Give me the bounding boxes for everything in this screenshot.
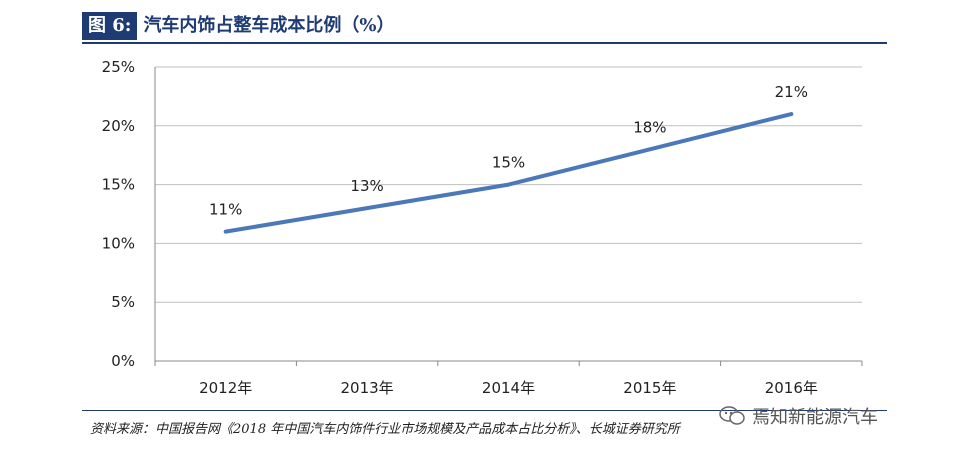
data-label: 18% <box>633 118 666 136</box>
x-tick-label: 2014年 <box>482 379 535 397</box>
data-label: 13% <box>350 177 383 195</box>
y-tick-label: 5% <box>111 293 135 311</box>
x-axis-ticks: 2012年 2013年 2014年 2015年 2016年 <box>199 379 818 397</box>
x-tick-label: 2013年 <box>341 379 394 397</box>
data-label: 15% <box>492 154 525 172</box>
data-labels: 11% 13% 15% 18% 21% <box>209 83 808 219</box>
bottom-rule <box>82 410 887 411</box>
figure-label: 图 6: <box>82 12 138 40</box>
y-tick-label: 10% <box>102 234 135 252</box>
y-axis-ticks: 0% 5% 10% 15% 20% 25% <box>102 58 135 370</box>
watermark: 焉知新能源汽车 <box>718 403 878 429</box>
x-tick-label: 2015年 <box>623 379 676 397</box>
y-tick-label: 20% <box>102 117 135 135</box>
source-note: 资料来源：中国报告网《2018 年中国汽车内饰件行业市场规模及产品成本占比分析》… <box>90 422 680 437</box>
figure-header: 图 6: 汽车内饰占整车成本比例（%） <box>82 12 395 40</box>
data-label: 21% <box>775 83 808 101</box>
top-rule <box>82 42 887 44</box>
series-line <box>223 112 794 234</box>
x-tick-label: 2016年 <box>765 379 818 397</box>
chat-bubble-icon <box>719 406 745 425</box>
data-label: 11% <box>209 201 242 219</box>
y-tick-label: 0% <box>111 352 135 370</box>
y-tick-label: 15% <box>102 176 135 194</box>
x-tick-label: 2012年 <box>199 379 252 397</box>
watermark-text: 焉知新能源汽车 <box>752 407 878 428</box>
figure-title: 汽车内饰占整车成本比例（%） <box>143 15 395 36</box>
y-tick-label: 25% <box>102 58 135 76</box>
gridlines <box>154 66 863 366</box>
series-group <box>223 112 794 234</box>
